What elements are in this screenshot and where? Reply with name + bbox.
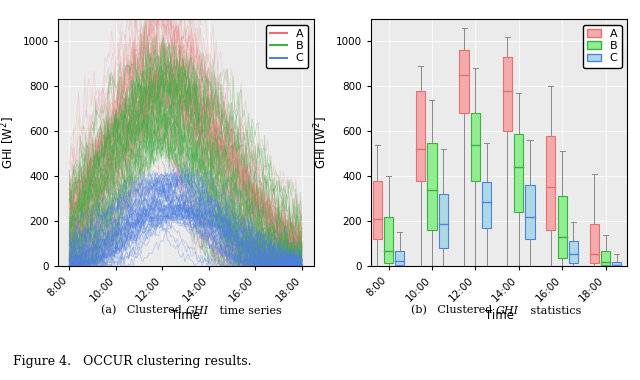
X-axis label: Time: Time [484,309,514,322]
Text: GHI: GHI [186,306,209,315]
Bar [396,252,404,265]
Bar [503,57,512,131]
Bar [547,136,556,230]
Text: time series: time series [216,306,282,315]
Legend: A, B, C: A, B, C [266,25,308,68]
Text: GHI: GHI [496,306,519,315]
Bar [428,142,436,230]
Bar [514,133,524,212]
Bar [612,262,621,266]
Bar [557,196,566,258]
Legend: A, B, C: A, B, C [583,25,621,68]
Bar [438,194,448,248]
Text: statistics: statistics [527,306,581,315]
Bar [589,225,599,263]
Bar [569,241,578,263]
Bar [384,217,393,263]
Bar [471,113,480,180]
Y-axis label: GHI [W$^2$]: GHI [W$^2$] [0,116,17,169]
Bar [601,252,610,265]
Bar [460,51,468,113]
Bar [372,180,382,239]
Bar [482,182,491,228]
Text: (a)   Clustered: (a) Clustered [101,305,186,315]
Text: (b)   Clustered: (b) Clustered [412,305,496,315]
Text: Figure 4.   OCCUR clustering results.: Figure 4. OCCUR clustering results. [13,355,252,368]
Bar [416,91,425,180]
X-axis label: Time: Time [171,309,200,322]
Bar [525,185,534,239]
Y-axis label: GHI [W$^2$]: GHI [W$^2$] [313,116,330,169]
